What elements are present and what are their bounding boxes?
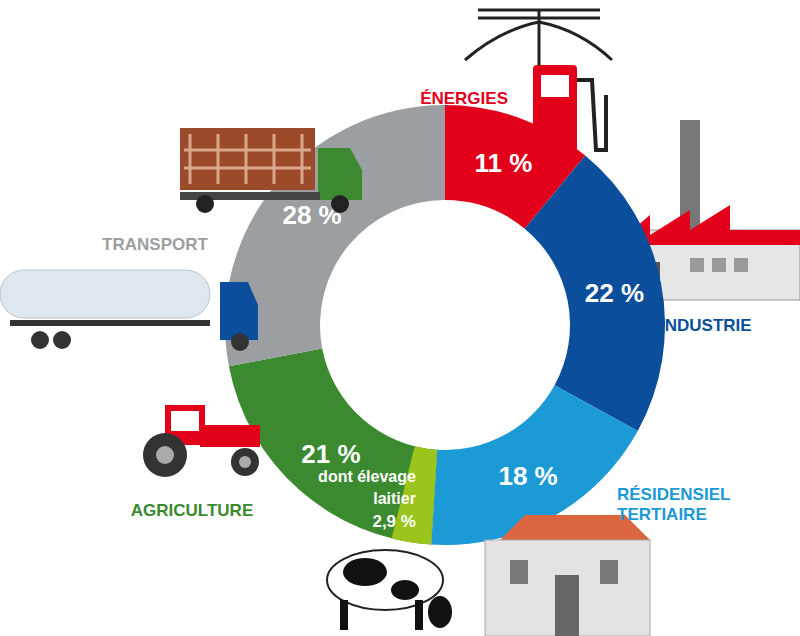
svg-text:22 %: 22 % — [585, 278, 644, 308]
svg-text:2,9 %: 2,9 % — [372, 512, 415, 531]
svg-text:dont élevage: dont élevage — [318, 468, 416, 485]
svg-text:21 %: 21 % — [301, 439, 360, 469]
svg-text:ÉNERGIES: ÉNERGIES — [420, 89, 508, 108]
svg-text:AGRICULTURE: AGRICULTURE — [131, 501, 253, 520]
svg-text:TRANSPORT: TRANSPORT — [102, 235, 208, 254]
svg-text:11 %: 11 % — [475, 148, 533, 178]
svg-text:RÉSIDENSIELTERTIAIRE: RÉSIDENSIELTERTIAIRE — [617, 485, 730, 524]
svg-text:laitier: laitier — [373, 490, 416, 507]
svg-text:INDUSTRIE: INDUSTRIE — [660, 316, 752, 335]
svg-text:18 %: 18 % — [498, 461, 557, 491]
svg-text:28 %: 28 % — [282, 200, 341, 230]
